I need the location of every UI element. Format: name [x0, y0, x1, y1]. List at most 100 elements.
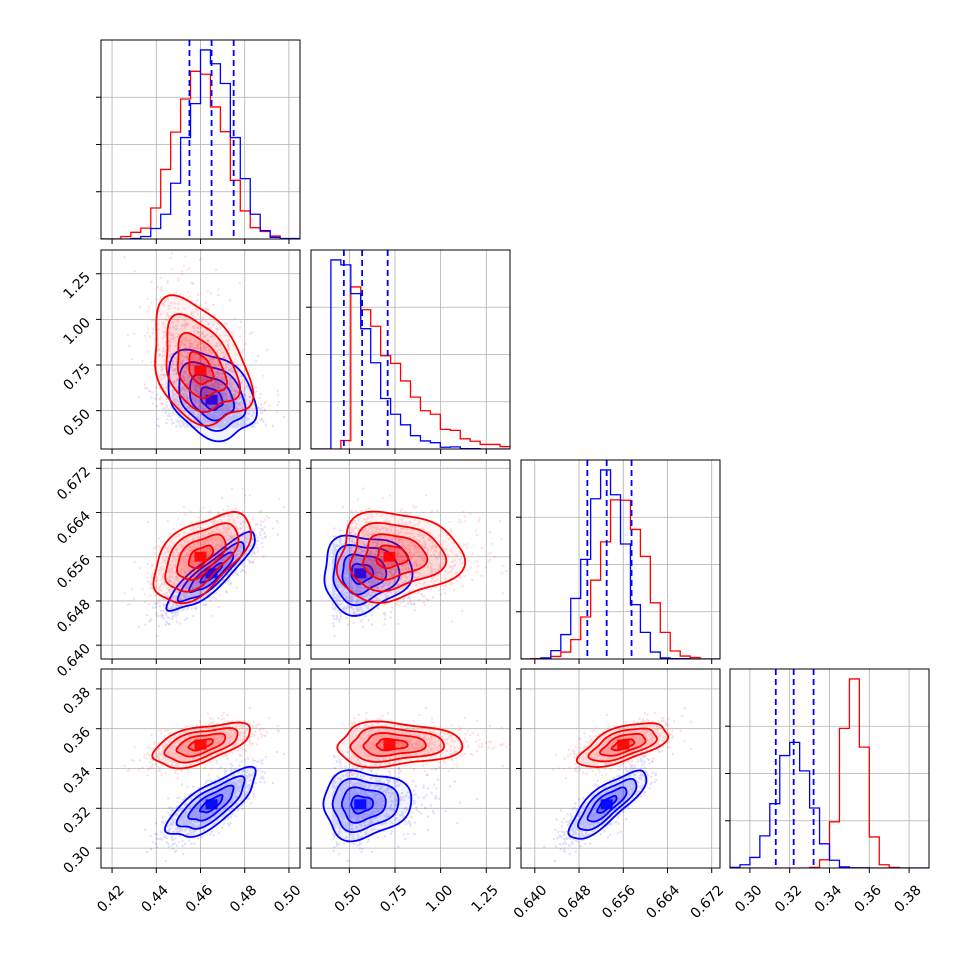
panel-content — [123, 487, 285, 638]
histogram-red — [311, 286, 510, 449]
panel-content — [123, 252, 285, 443]
histogram-panel-3 — [725, 668, 930, 873]
contour-blue-1 — [341, 553, 388, 596]
grid — [101, 460, 300, 659]
panel-content — [322, 707, 508, 863]
contour-blue-1 — [187, 784, 235, 822]
y-tick-label: 0.648 — [54, 596, 94, 636]
histogram-panel-1 — [306, 249, 511, 454]
contour-red-1 — [599, 733, 647, 757]
contour-blue-3 — [167, 348, 258, 443]
x-tick-label: 0.38 — [891, 882, 924, 915]
y-tick-label: 0.672 — [54, 464, 94, 504]
y-tick-label: 0.30 — [60, 844, 93, 877]
grid — [521, 460, 720, 659]
contour-red-1 — [176, 533, 227, 581]
contour-blue-3 — [567, 769, 648, 840]
x-tick-label: 0.48 — [227, 882, 260, 915]
contour-blue-2 — [332, 544, 401, 607]
grid — [311, 460, 510, 659]
contour-red-1 — [175, 732, 227, 758]
contour-red-3 — [575, 722, 670, 768]
panel-frame — [310, 668, 511, 869]
y-tick-label: 1.00 — [60, 315, 93, 348]
contour-red-0 — [375, 544, 410, 570]
y-tick-label: 0.75 — [60, 361, 93, 394]
x-tick-label: 0.672 — [688, 882, 728, 922]
contour-blue-3 — [322, 769, 413, 843]
contour-red-1 — [362, 533, 429, 581]
grid — [311, 669, 510, 868]
x-tick-label: 0.46 — [183, 882, 216, 915]
panel-content — [542, 707, 693, 863]
scatter-panel-1-0 — [96, 249, 301, 454]
contour-red-2 — [165, 313, 242, 413]
x-tick-label: 0.34 — [812, 882, 845, 915]
panel-frame — [100, 249, 301, 450]
contour-red-0 — [188, 350, 215, 386]
x-tick-label: 0.36 — [852, 882, 885, 915]
contour-red-0 — [375, 737, 409, 752]
y-tick-label: 0.664 — [54, 508, 94, 548]
grid — [730, 669, 929, 868]
contour-blue-2 — [178, 361, 247, 432]
scatter-panel-3-0 — [96, 668, 301, 873]
histogram-blue — [730, 741, 929, 868]
scatter-panel-2-0 — [96, 459, 301, 664]
y-tick-label: 0.656 — [54, 552, 94, 592]
panel-frame — [100, 39, 301, 240]
contour-blue-1 — [586, 786, 628, 823]
panel-content — [123, 707, 285, 863]
x-tick-label: 0.664 — [643, 882, 683, 922]
panel-frame — [520, 459, 721, 660]
x-tick-label: 0.42 — [94, 882, 127, 915]
y-tick-label: 0.38 — [60, 684, 93, 717]
x-tick-label: 1.25 — [469, 882, 502, 915]
panel-frame — [729, 668, 930, 869]
panel-frame — [520, 668, 721, 869]
histogram-panel-2 — [516, 459, 721, 664]
x-tick-label: 0.648 — [555, 882, 595, 922]
contour-red-3 — [335, 510, 467, 604]
y-tick-label: 0.34 — [60, 764, 93, 797]
x-tick-label: 0.50 — [271, 882, 304, 915]
contour-red-3 — [151, 721, 251, 770]
contour-red-2 — [164, 522, 240, 593]
grid — [101, 669, 300, 868]
y-tick-label: 0.50 — [60, 406, 93, 439]
x-tick-label: 0.50 — [332, 882, 365, 915]
panel-content — [323, 487, 508, 638]
histogram-panel-0 — [96, 39, 301, 244]
panel-frame — [310, 459, 511, 660]
x-tick-label: 0.30 — [732, 882, 765, 915]
x-tick-label: 0.32 — [772, 882, 805, 915]
x-tick-label: 0.640 — [511, 882, 551, 922]
contour-red-1 — [176, 331, 228, 400]
contour-blue-2 — [175, 775, 246, 830]
contour-red-2 — [349, 521, 448, 593]
x-tick-label: 0.75 — [377, 882, 410, 915]
scatter-panel-3-1 — [306, 668, 511, 873]
x-tick-label: 1.00 — [423, 882, 456, 915]
contour-blue-0 — [350, 794, 374, 815]
y-tick-label: 1.25 — [60, 269, 93, 302]
contour-red-1 — [362, 732, 427, 758]
y-tick-label: 0.32 — [60, 804, 93, 837]
contour-red-3 — [152, 511, 253, 605]
x-tick-label: 0.44 — [139, 882, 172, 915]
panel-frame — [100, 668, 301, 869]
x-tick-label: 0.656 — [599, 882, 639, 922]
contour-blue-2 — [577, 777, 638, 832]
contour-blue-3 — [163, 765, 257, 838]
grid — [521, 669, 720, 868]
scatter-panel-3-2 — [516, 668, 721, 873]
y-tick-label: 0.640 — [54, 641, 94, 681]
contour-red-3 — [154, 294, 255, 427]
panel-frame — [100, 459, 301, 660]
panel-frame — [310, 249, 511, 450]
y-tick-label: 0.36 — [60, 724, 93, 757]
contour-red-2 — [163, 727, 239, 764]
contour-blue-2 — [176, 541, 245, 603]
histogram-blue — [101, 49, 300, 239]
